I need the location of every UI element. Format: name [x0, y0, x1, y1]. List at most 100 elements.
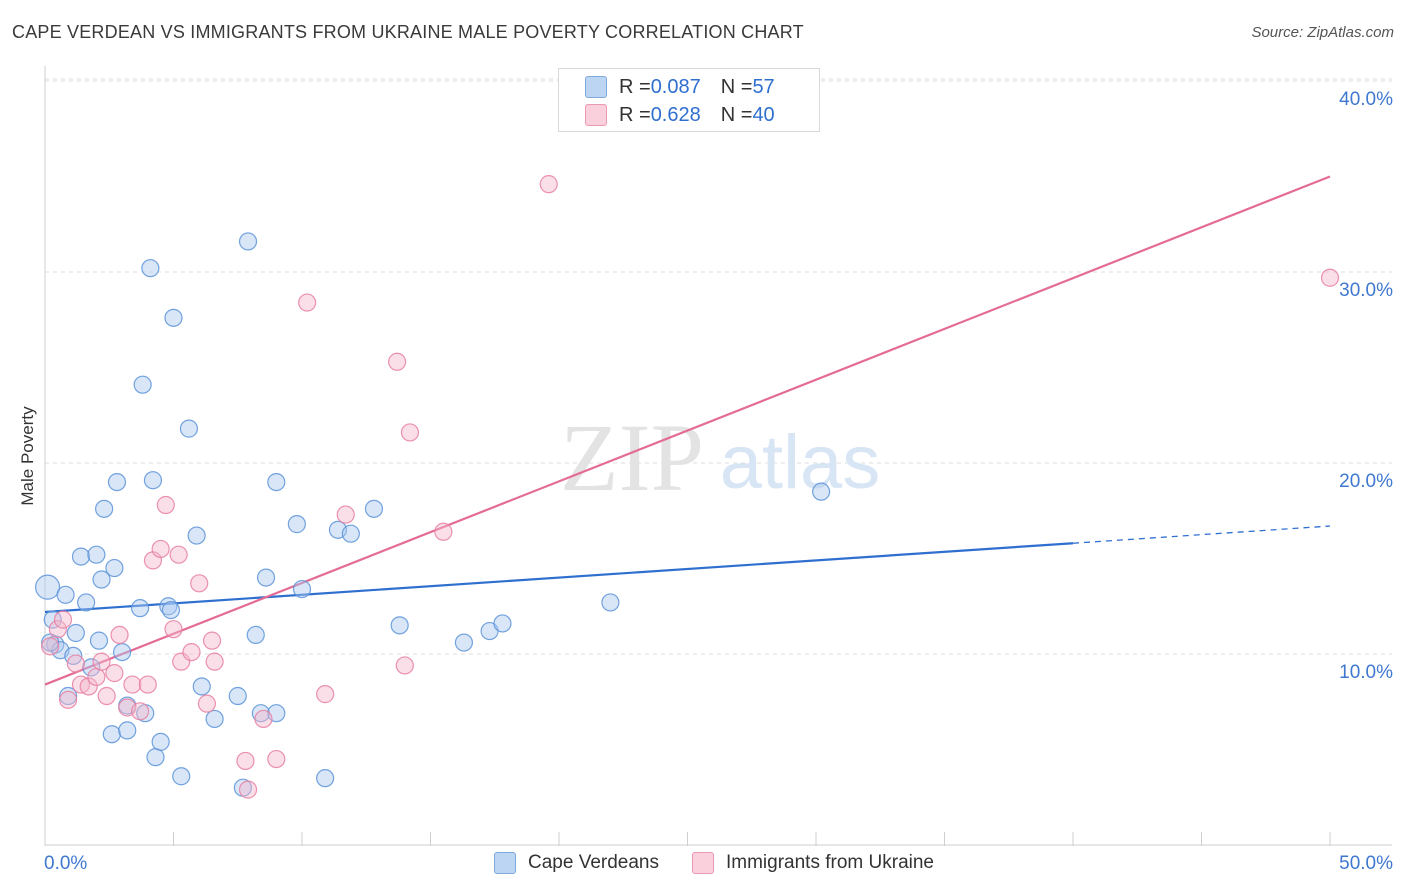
point-cape-verdeans	[287, 515, 306, 534]
point-cape-verdeans	[87, 545, 106, 564]
point-cape-verdeans	[77, 593, 96, 612]
x-tick-label: 0.0%	[44, 853, 87, 874]
legend-row-cape-verdeans: R = 0.087 N = 57	[585, 75, 775, 99]
point-ukraine	[434, 522, 453, 541]
point-cape-verdeans	[43, 610, 62, 629]
point-ukraine	[79, 677, 98, 696]
point-cape-verdeans	[246, 625, 265, 645]
point-ukraine	[336, 505, 355, 524]
legend-r-value: 0.628	[650, 103, 701, 126]
trend-lines	[44, 175, 1331, 686]
watermark: ZIP atlas	[560, 404, 880, 511]
point-ukraine	[87, 667, 106, 687]
point-ukraine	[105, 663, 124, 683]
point-cape-verdeans	[118, 721, 137, 740]
point-cape-verdeans	[179, 419, 199, 438]
point-cape-verdeans	[164, 308, 183, 327]
point-cape-verdeans	[95, 499, 114, 518]
point-ukraine	[53, 610, 73, 629]
point-ukraine	[1320, 268, 1340, 287]
point-ukraine	[254, 709, 273, 729]
point-cape-verdeans	[601, 593, 620, 612]
correlation-legend: R = 0.087 N = 57 R = 0.628 N = 40	[558, 68, 820, 132]
point-cape-verdeans	[130, 599, 150, 618]
axes	[44, 66, 1392, 846]
y-axis-label: Male Poverty	[18, 406, 37, 506]
point-ukraine	[395, 656, 414, 675]
point-ukraine	[236, 751, 255, 771]
point-ukraine	[169, 545, 188, 564]
series-swatch-pink	[692, 852, 714, 874]
point-cape-verdeans	[82, 658, 101, 677]
point-cape-verdeans	[112, 642, 132, 662]
point-cape-verdeans	[151, 732, 170, 751]
point-cape-verdeans	[56, 585, 75, 604]
legend-n-value: 57	[752, 75, 775, 98]
point-cape-verdeans	[141, 259, 160, 278]
point-ukraine	[164, 620, 183, 639]
point-cape-verdeans	[390, 616, 409, 635]
point-ukraine	[298, 293, 317, 312]
legend-row-ukraine: R = 0.628 N = 40	[585, 103, 775, 127]
point-ukraine	[123, 675, 142, 694]
point-cape-verdeans	[205, 709, 224, 729]
point-cape-verdeans	[493, 614, 512, 633]
point-ukraine	[238, 780, 258, 799]
point-cape-verdeans	[316, 769, 335, 788]
legend-r-label: R =	[619, 75, 651, 98]
series-legend-label: Immigrants from Ukraine	[726, 852, 934, 873]
series-legend-cape-verdeans: Cape Verdeans	[494, 852, 659, 874]
legend-n-label: N =	[720, 103, 753, 126]
point-cape-verdeans	[59, 686, 78, 706]
legend-swatch-pink	[585, 104, 607, 126]
chart-title: CAPE VERDEAN VS IMMIGRANTS FROM UKRAINE …	[12, 22, 804, 42]
point-ukraine	[41, 637, 60, 656]
point-cape-verdeans	[66, 623, 85, 643]
trend-line-ukraine	[44, 175, 1331, 686]
point-ukraine	[205, 652, 224, 671]
point-cape-verdeans	[71, 547, 91, 566]
point-ukraine	[387, 352, 407, 371]
point-ukraine	[182, 642, 201, 662]
point-ukraine	[97, 686, 116, 706]
point-ukraine	[130, 702, 150, 721]
legend-swatch-blue	[585, 76, 607, 98]
point-ukraine	[66, 654, 85, 673]
point-ukraine	[267, 749, 286, 769]
point-cape-verdeans	[133, 375, 152, 394]
point-cape-verdeans	[161, 600, 181, 620]
point-cape-verdeans	[41, 633, 60, 652]
point-ukraine	[197, 694, 217, 713]
point-ukraine	[539, 175, 558, 194]
point-ukraine	[202, 631, 222, 650]
point-ukraine	[400, 423, 420, 442]
point-ukraine	[190, 574, 209, 593]
point-cape-verdeans	[192, 677, 211, 696]
series-legend-label: Cape Verdeans	[528, 852, 659, 873]
point-cape-verdeans	[238, 232, 258, 251]
legend-r-label: R =	[619, 103, 651, 126]
point-cape-verdeans	[102, 725, 121, 744]
point-cape-verdeans	[267, 473, 286, 492]
point-cape-verdeans	[143, 471, 163, 490]
series-legend: Cape Verdeans Immigrants from Ukraine	[0, 852, 1406, 878]
point-cape-verdeans	[292, 579, 312, 599]
series-swatch-blue	[494, 852, 516, 874]
source-label: Source: ZipAtlas.com	[1251, 24, 1394, 41]
point-cape-verdeans	[172, 767, 191, 786]
point-ukraine	[92, 652, 111, 671]
point-cape-verdeans	[364, 499, 384, 518]
point-ukraine	[156, 495, 175, 515]
point-ukraine	[151, 539, 170, 559]
point-cape-verdeans	[89, 631, 109, 650]
point-cape-verdeans	[256, 568, 276, 587]
point-ukraine	[138, 675, 157, 694]
point-cape-verdeans	[187, 526, 206, 545]
legend-n-value: 40	[752, 103, 775, 126]
point-cape-verdeans	[228, 686, 247, 706]
y-tick-label: 10.0%	[1339, 662, 1393, 683]
x-tick-label: 50.0%	[1339, 853, 1393, 874]
point-cape-verdeans	[107, 473, 127, 492]
y-tick-label: 30.0%	[1339, 280, 1393, 301]
legend-r-value: 0.087	[650, 75, 701, 98]
